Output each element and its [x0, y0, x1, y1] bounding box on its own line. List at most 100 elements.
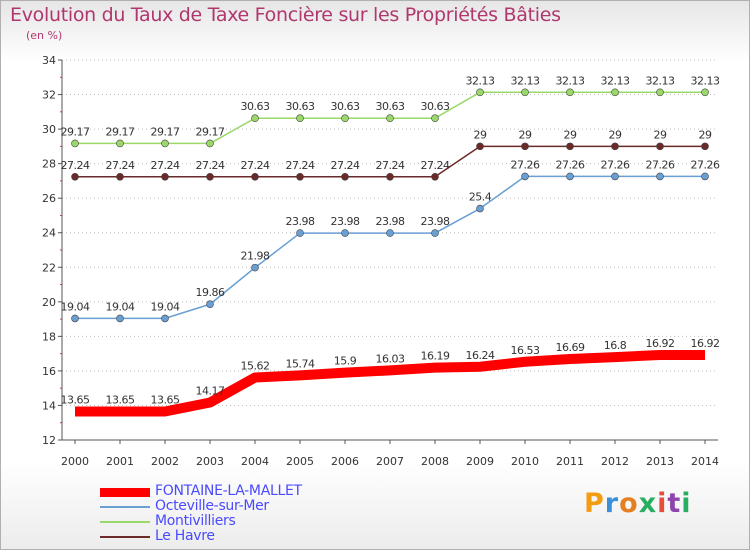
- data-point: [296, 172, 304, 181]
- data-label: 19.04: [151, 300, 180, 313]
- data-point: [521, 172, 529, 181]
- y-tick-label: 14: [42, 399, 56, 412]
- data-point: [656, 172, 664, 181]
- data-label: 32.13: [601, 74, 630, 87]
- data-point: [476, 204, 484, 213]
- data-point: [611, 142, 619, 151]
- data-point: [611, 172, 619, 181]
- data-point: [116, 314, 124, 323]
- data-label: 27.24: [241, 159, 270, 172]
- chart-title: Evolution du Taux de Taxe Foncière sur l…: [10, 4, 561, 26]
- data-label: 27.24: [106, 159, 135, 172]
- data-label: 29: [654, 128, 667, 141]
- data-point: [386, 229, 394, 237]
- data-point: [341, 172, 349, 181]
- data-point: [116, 139, 124, 148]
- data-point: [566, 172, 574, 181]
- data-label: 13.65: [151, 394, 180, 407]
- legend-swatch: [100, 536, 150, 538]
- data-label: 23.98: [376, 215, 405, 228]
- data-point: [206, 172, 214, 181]
- logo-letter: P: [584, 488, 605, 519]
- x-tick-label: 2010: [511, 455, 539, 468]
- data-point: [701, 172, 709, 181]
- logo-letter: t: [667, 488, 682, 519]
- data-point: [656, 88, 664, 97]
- x-tick-label: 2006: [331, 455, 359, 468]
- data-label: 23.98: [286, 215, 315, 228]
- data-point: [161, 172, 169, 181]
- legend-swatch: [100, 506, 150, 508]
- x-tick-label: 2013: [646, 455, 674, 468]
- data-label: 27.24: [151, 159, 180, 172]
- y-tick-label: 18: [42, 330, 56, 343]
- data-point: [296, 229, 304, 237]
- data-label: 30.63: [376, 100, 405, 113]
- data-label: 27.26: [556, 158, 585, 171]
- data-label: 32.13: [466, 74, 495, 87]
- data-point: [386, 172, 394, 181]
- data-label: 16.92: [691, 337, 720, 350]
- data-point: [476, 88, 484, 97]
- data-label: 32.13: [646, 74, 675, 87]
- data-label: 13.65: [106, 394, 135, 407]
- y-tick-label: 32: [42, 89, 56, 102]
- data-point: [251, 263, 259, 272]
- data-label: 27.26: [646, 158, 675, 171]
- y-tick-label: 30: [42, 123, 56, 136]
- data-label: 29: [609, 128, 622, 141]
- data-label: 16.24: [466, 349, 495, 362]
- data-point: [71, 314, 79, 323]
- data-label: 16.53: [511, 344, 540, 357]
- data-label: 32.13: [691, 74, 720, 87]
- data-point: [656, 142, 664, 151]
- logo-letter: o: [619, 488, 639, 519]
- y-tick-label: 26: [42, 192, 56, 205]
- x-tick-label: 2014: [691, 455, 719, 468]
- data-label: 25.4: [469, 191, 492, 204]
- data-label: 30.63: [241, 100, 270, 113]
- data-label: 29: [564, 128, 577, 141]
- data-point: [701, 88, 709, 97]
- x-tick-label: 2012: [601, 455, 629, 468]
- data-label: 16.92: [646, 337, 675, 350]
- data-label: 29: [699, 128, 712, 141]
- legend: FONTAINE-LA-MALLET Octeville-sur-Mer Monti…: [100, 483, 400, 544]
- logo-letter: i: [657, 488, 668, 519]
- data-point: [116, 172, 124, 181]
- x-tick-label: 2009: [466, 455, 494, 468]
- data-label: 23.98: [421, 215, 450, 228]
- data-label: 29.17: [196, 125, 225, 138]
- data-label: 29: [519, 128, 532, 141]
- data-point: [611, 88, 619, 97]
- data-label: 15.9: [334, 355, 357, 368]
- data-label: 16.19: [421, 350, 450, 363]
- legend-label: Le Havre: [155, 528, 215, 544]
- data-point: [206, 300, 214, 309]
- data-label: 15.74: [286, 357, 315, 370]
- data-label: 29: [474, 128, 487, 141]
- data-label: 29.17: [151, 125, 180, 138]
- x-tick-label: 2000: [61, 455, 89, 468]
- legend-label: Montivilliers: [155, 513, 236, 529]
- data-label: 32.13: [511, 74, 540, 87]
- x-tick-label: 2001: [106, 455, 134, 468]
- data-label: 27.24: [61, 159, 90, 172]
- data-point: [71, 139, 79, 148]
- data-point: [566, 142, 574, 151]
- data-label: 23.98: [331, 215, 360, 228]
- legend-item: Octeville-sur-Mer: [100, 498, 400, 514]
- data-label: 27.26: [511, 158, 540, 171]
- series-line-fontaine-la-mallet: [75, 350, 705, 417]
- data-label: 29.17: [61, 125, 90, 138]
- legend-swatch: [100, 521, 150, 523]
- x-tick-label: 2005: [286, 455, 314, 468]
- proxiti-logo: Proxiti: [584, 488, 692, 519]
- legend-item: FONTAINE-LA-MALLET: [100, 483, 400, 499]
- y-tick-label: 22: [42, 261, 56, 274]
- data-label: 27.26: [691, 158, 720, 171]
- data-label: 19.04: [61, 300, 90, 313]
- y-tick-label: 16: [42, 365, 56, 378]
- data-label: 19.04: [106, 300, 135, 313]
- y-tick-label: 20: [42, 296, 56, 309]
